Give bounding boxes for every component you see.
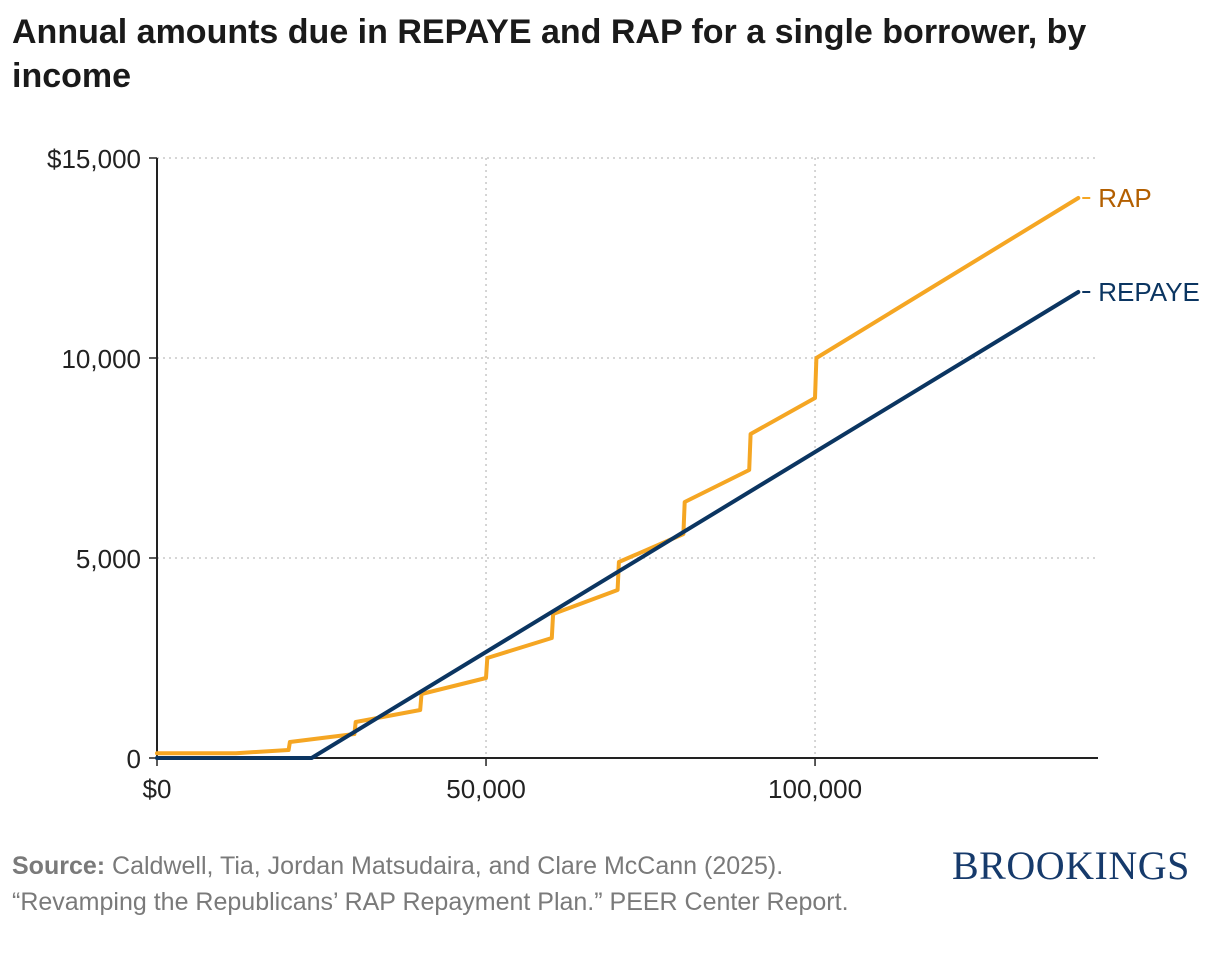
y-tick-label: 0 (127, 744, 141, 774)
repaye-series-label: REPAYE (1098, 277, 1200, 307)
brookings-logo: BROOKINGS (952, 843, 1190, 888)
gridlines (157, 157, 1098, 758)
y-tick-label: $15,000 (47, 144, 141, 174)
y-tick-label: 5,000 (76, 544, 141, 574)
series-lines (155, 196, 1081, 760)
repaye-line (155, 290, 1081, 760)
chart-title: Annual amounts due in REPAYE and RAP for… (12, 13, 1087, 95)
y-axis-ticks: 0 5,000 10,000 $15,000 (47, 144, 157, 774)
x-axis-ticks: $0 50,000 100,000 (143, 758, 862, 804)
x-tick-label: $0 (143, 774, 172, 804)
x-tick-label: 100,000 (768, 774, 862, 804)
x-tick-label: 50,000 (446, 774, 526, 804)
rap-series-label: RAP (1098, 183, 1151, 213)
rap-line (155, 196, 1081, 756)
source-label: Source: (12, 852, 106, 880)
series-labels: RAP REPAYE (1082, 183, 1200, 307)
axes (156, 158, 1098, 759)
source-note: Source: Caldwell, Tia, Jordan Matsudaira… (12, 848, 892, 920)
source-text: Caldwell, Tia, Jordan Matsudaira, and Cl… (12, 852, 849, 916)
y-tick-label: 10,000 (61, 344, 141, 374)
